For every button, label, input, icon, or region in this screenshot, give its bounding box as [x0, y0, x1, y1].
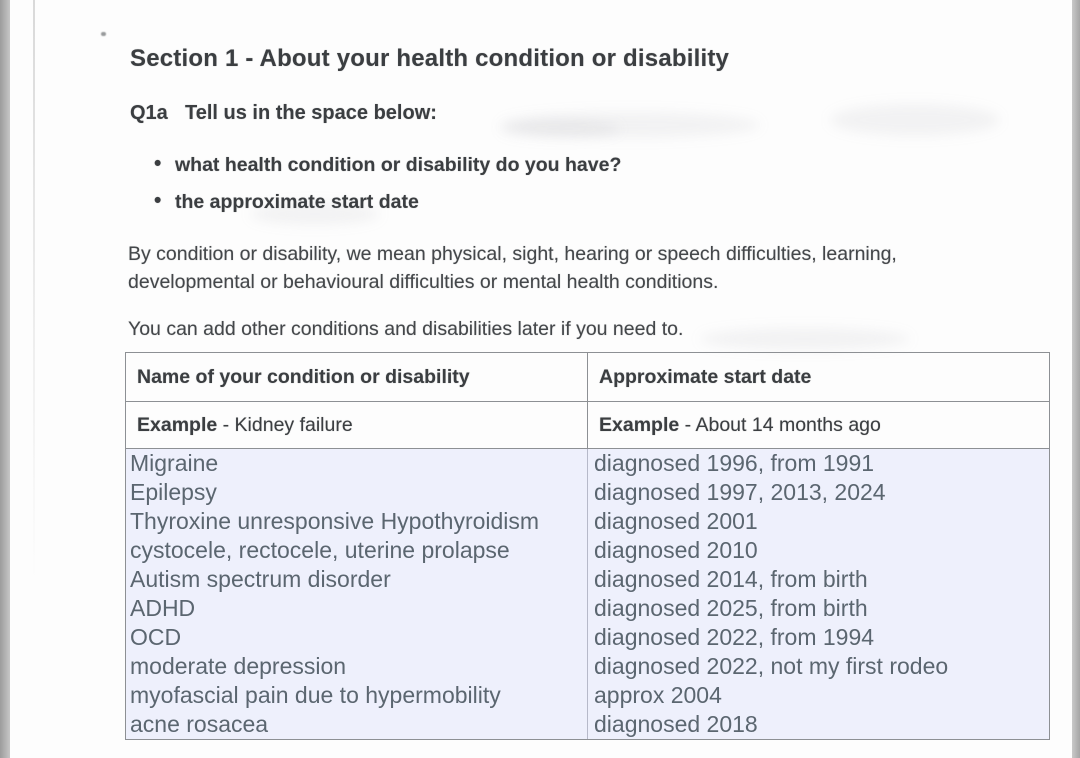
condition-cell: Epilepsy	[126, 478, 588, 507]
condition-cell: Migraine	[126, 449, 588, 478]
table-row: acne rosacea diagnosed 2018	[126, 710, 1049, 739]
bullet-item: the approximate start date	[154, 190, 1053, 213]
condition-cell: Thyroxine unresponsive Hypothyroidism	[126, 507, 588, 536]
condition-cell: Autism spectrum disorder	[126, 565, 588, 594]
table-row: moderate depression diagnosed 2022, not …	[126, 652, 1049, 681]
question-text: Tell us in the space below:	[185, 102, 437, 124]
filled-entries: Migraine diagnosed 1996, from 1991 Epile…	[126, 449, 1049, 739]
condition-cell: myofascial pain due to hypermobility	[126, 681, 588, 710]
conditions-table: Name of your condition or disability App…	[125, 352, 1050, 740]
header-start-date-column: Approximate start date	[599, 365, 812, 388]
table-row: Epilepsy diagnosed 1997, 2013, 2024	[126, 478, 1049, 507]
table-row: Migraine diagnosed 1996, from 1991	[126, 449, 1049, 478]
question-line: Q1a Tell us in the space below:	[130, 102, 1053, 125]
scan-smudge	[500, 120, 620, 138]
condition-cell: OCD	[126, 623, 588, 652]
start-date-cell: diagnosed 2010	[588, 536, 1049, 565]
table-row: Autism spectrum disorder diagnosed 2014,…	[126, 565, 1049, 594]
question-bullets: what health condition or disability do y…	[125, 153, 1053, 213]
header-condition-column: Name of your condition or disability	[126, 353, 588, 401]
description-paragraph: By condition or disability, we mean phys…	[128, 241, 1053, 296]
start-date-cell: diagnosed 2001	[588, 507, 1049, 536]
bullet-item: what health condition or disability do y…	[154, 153, 1053, 176]
table-row: ADHD diagnosed 2025, from birth	[126, 594, 1049, 623]
form-content: Section 1 - About your health condition …	[125, 0, 1053, 740]
example-condition-text: - Kidney failure	[217, 413, 353, 436]
note-paragraph: You can add other conditions and disabil…	[128, 318, 684, 340]
example-condition-cell: Example - Kidney failure	[126, 402, 588, 448]
condition-cell: cystocele, rectocele, uterine prolapse	[126, 536, 588, 565]
table-header-row: Name of your condition or disability App…	[126, 353, 1049, 402]
scan-smudge	[500, 112, 760, 138]
section-title: Section 1 - About your health condition …	[130, 45, 730, 72]
start-date-cell: diagnosed 1997, 2013, 2024	[588, 478, 1049, 507]
start-date-cell: diagnosed 2025, from birth	[588, 594, 1049, 623]
condition-cell: acne rosacea	[126, 710, 588, 739]
start-date-cell: diagnosed 1996, from 1991	[588, 449, 1049, 478]
question-number: Q1a	[130, 102, 168, 124]
condition-cell: moderate depression	[126, 652, 588, 681]
table-row: cystocele, rectocele, uterine prolapse d…	[126, 536, 1049, 565]
scan-speck	[101, 32, 106, 36]
example-start-date-text: - About 14 months ago	[679, 413, 881, 436]
example-row: Example - Kidney failure Example - About…	[126, 402, 1049, 449]
description-line: developmental or behavioural difficultie…	[128, 270, 719, 293]
scan-smudge	[830, 104, 1000, 136]
example-label: Example	[137, 413, 218, 436]
scan-edge-right	[1072, 0, 1080, 758]
start-date-cell: approx 2004	[588, 681, 1049, 710]
paper-edge-shadow	[33, 0, 35, 580]
example-label: Example	[599, 413, 680, 436]
description-line: By condition or disability, we mean phys…	[128, 243, 897, 265]
table-row: OCD diagnosed 2022, from 1994	[126, 623, 1049, 652]
scan-edge-left	[0, 0, 10, 758]
example-start-date-cell: Example - About 14 months ago	[588, 402, 1049, 448]
start-date-cell: diagnosed 2022, from 1994	[588, 623, 1049, 652]
scan-smudge	[700, 328, 910, 350]
start-date-cell: diagnosed 2022, not my first rodeo	[588, 652, 1049, 681]
table-row: Thyroxine unresponsive Hypothyroidism di…	[126, 507, 1049, 536]
start-date-cell: diagnosed 2014, from birth	[588, 565, 1049, 594]
condition-cell: ADHD	[126, 594, 588, 623]
table-row: myofascial pain due to hypermobility app…	[126, 681, 1049, 710]
start-date-cell: diagnosed 2018	[588, 710, 1049, 739]
